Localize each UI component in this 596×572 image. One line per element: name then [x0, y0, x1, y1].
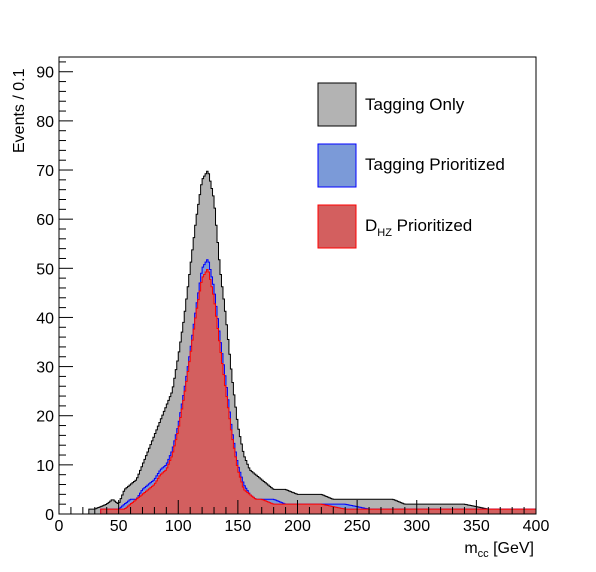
- legend-swatch-tagging-only: [317, 82, 357, 127]
- x-tick-label: 0: [55, 518, 64, 535]
- legend-swatch-dhz-prioritized: [317, 204, 357, 249]
- y-tick-label: 70: [36, 163, 54, 180]
- x-axis: 0 50 100 150 200 250 300 350 400: [55, 500, 550, 535]
- x-axis-label-unit: [GeV]: [489, 540, 534, 557]
- legend-label-tagging-only: Tagging Only: [365, 95, 465, 114]
- x-tick-label: 150: [225, 518, 252, 535]
- x-tick-label: 100: [165, 518, 192, 535]
- x-axis-label-subscript: cc: [478, 548, 490, 560]
- legend-label-dhz-subscript: HZ: [377, 227, 392, 239]
- y-tick-label: 10: [36, 458, 54, 475]
- legend: Tagging Only Tagging Prioritized DHZ Pri…: [317, 82, 505, 249]
- y-tick-label: 90: [36, 65, 54, 82]
- x-tick-label: 200: [284, 518, 311, 535]
- legend-swatch-tagging-prioritized: [317, 143, 357, 188]
- y-tick-label: 60: [36, 212, 54, 229]
- y-axis-label: Events / 0.1: [11, 68, 28, 153]
- histogram-layer: [59, 170, 537, 515]
- y-tick-label: 30: [36, 360, 54, 377]
- x-tick-label: 250: [344, 518, 371, 535]
- x-axis-label: mcc [GeV]: [464, 540, 534, 560]
- legend-label-dhz-prioritized: DHZ Prioritized: [365, 216, 472, 239]
- legend-label-dhz-tail: Prioritized: [392, 216, 472, 235]
- histogram-series-2: [59, 269, 537, 515]
- y-tick-label: 50: [36, 261, 54, 278]
- x-tick-label: 50: [110, 518, 128, 535]
- x-tick-label: 350: [463, 518, 490, 535]
- y-tick-label: 80: [36, 114, 54, 131]
- y-axis: 0 10 20 30 40 50 60 70 80 90: [36, 61, 73, 524]
- x-tick-label: 300: [403, 518, 430, 535]
- y-tick-label: 0: [45, 507, 54, 524]
- legend-label-dhz-main: D: [365, 216, 377, 235]
- x-axis-label-main: m: [464, 540, 477, 557]
- y-tick-label: 40: [36, 310, 54, 327]
- x-tick-label: 400: [523, 518, 550, 535]
- y-tick-label: 20: [36, 409, 54, 426]
- legend-label-tagging-prioritized: Tagging Prioritized: [365, 155, 505, 174]
